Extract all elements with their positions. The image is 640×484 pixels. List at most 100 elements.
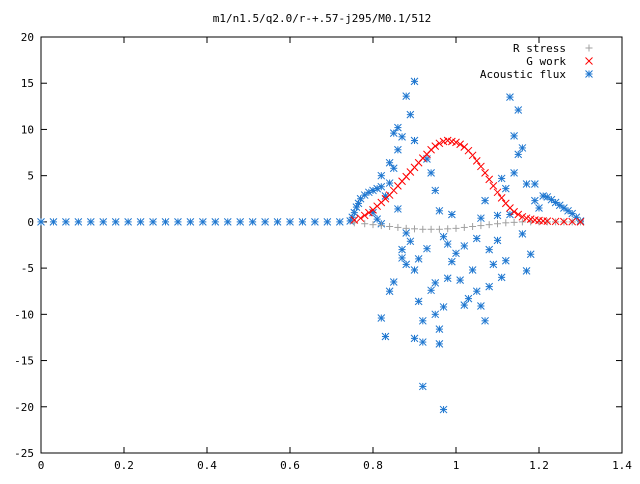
data-point (460, 223, 468, 231)
x-tick-label: 0.4 (197, 459, 217, 472)
axes-ticks: 0 0.2 0.4 0.6 0.8 1 1.2 1.4 20 15 10 5 0 -5 -10 -15 -20 -… (14, 31, 632, 472)
y-tick-label: 20 (21, 31, 34, 44)
data-point (86, 218, 95, 226)
data-point (427, 286, 435, 295)
data-point (452, 138, 460, 147)
data-point (468, 151, 477, 160)
data-point (435, 325, 444, 333)
data-point (497, 273, 506, 282)
data-point (74, 218, 83, 226)
data-point (414, 297, 423, 306)
data-point (410, 136, 419, 145)
data-point (386, 223, 394, 231)
data-point (493, 211, 502, 220)
data-point (444, 225, 452, 233)
data-point (493, 236, 502, 245)
data-point (431, 186, 440, 195)
y-tick-label: 5 (27, 170, 34, 183)
data-point (518, 230, 527, 238)
series-0 (350, 218, 584, 233)
data-point (360, 211, 369, 220)
data-point (418, 382, 427, 391)
data-point (335, 218, 344, 226)
x-tick-label: 1 (453, 459, 460, 472)
data-point (447, 257, 456, 266)
data-point (136, 218, 145, 226)
data-point (439, 232, 448, 241)
legend-label: Acoustic flux (480, 68, 566, 81)
data-point (273, 218, 282, 226)
data-point (377, 171, 386, 180)
x-tick-label: 0 (38, 459, 45, 472)
data-point (37, 218, 45, 226)
data-point (261, 218, 269, 226)
data-point (402, 229, 411, 237)
data-point (506, 93, 514, 101)
data-point (460, 301, 469, 309)
x-tick-label: 0.2 (114, 459, 134, 472)
data-point (398, 245, 406, 254)
data-point (286, 218, 294, 226)
y-tick-label: -25 (14, 447, 34, 460)
data-point (510, 169, 518, 177)
data-point (568, 217, 577, 226)
x-tick-label: 1.2 (529, 459, 549, 472)
series-1 (350, 136, 585, 226)
data-point (411, 225, 418, 233)
data-point (502, 219, 510, 227)
legend-label: R stress (513, 42, 566, 55)
data-point (485, 175, 494, 184)
y-tick-label: -20 (14, 401, 34, 414)
data-point (418, 338, 427, 346)
data-point (468, 266, 477, 274)
data-point (361, 220, 369, 228)
data-point (398, 132, 406, 141)
data-point (485, 221, 493, 229)
data-point (522, 267, 531, 275)
data-point (111, 218, 120, 226)
series-2 (37, 77, 585, 414)
data-point (248, 218, 257, 226)
data-point (543, 218, 551, 226)
data-point (385, 158, 394, 167)
data-point (443, 240, 452, 248)
data-point (514, 210, 523, 219)
data-point (394, 205, 402, 213)
data-point (149, 218, 157, 226)
data-point (518, 144, 527, 152)
data-point (464, 294, 473, 303)
data-point (477, 302, 485, 310)
data-point (236, 218, 245, 226)
data-point (443, 274, 452, 283)
data-point (174, 218, 182, 226)
legend-marker (585, 57, 593, 65)
series-layer (37, 77, 585, 414)
data-point (419, 225, 427, 233)
legend-marker (585, 70, 593, 78)
data-point (389, 164, 398, 173)
data-point (311, 218, 319, 226)
data-point (211, 218, 220, 226)
data-point (522, 180, 531, 188)
data-point (377, 314, 386, 322)
data-point (514, 150, 523, 159)
data-point (423, 244, 431, 253)
data-point (501, 184, 510, 193)
data-point (389, 129, 398, 137)
data-point (394, 123, 402, 132)
x-tick-label: 1.4 (612, 459, 632, 472)
data-point (410, 334, 419, 343)
data-point (394, 223, 402, 231)
data-point (456, 276, 465, 284)
data-point (223, 218, 232, 226)
data-point (481, 316, 489, 325)
data-point (551, 217, 560, 226)
data-point (410, 77, 419, 86)
data-point (186, 218, 195, 226)
data-point (431, 142, 440, 150)
data-point (506, 210, 514, 219)
data-point (435, 225, 443, 233)
data-point (452, 224, 460, 232)
